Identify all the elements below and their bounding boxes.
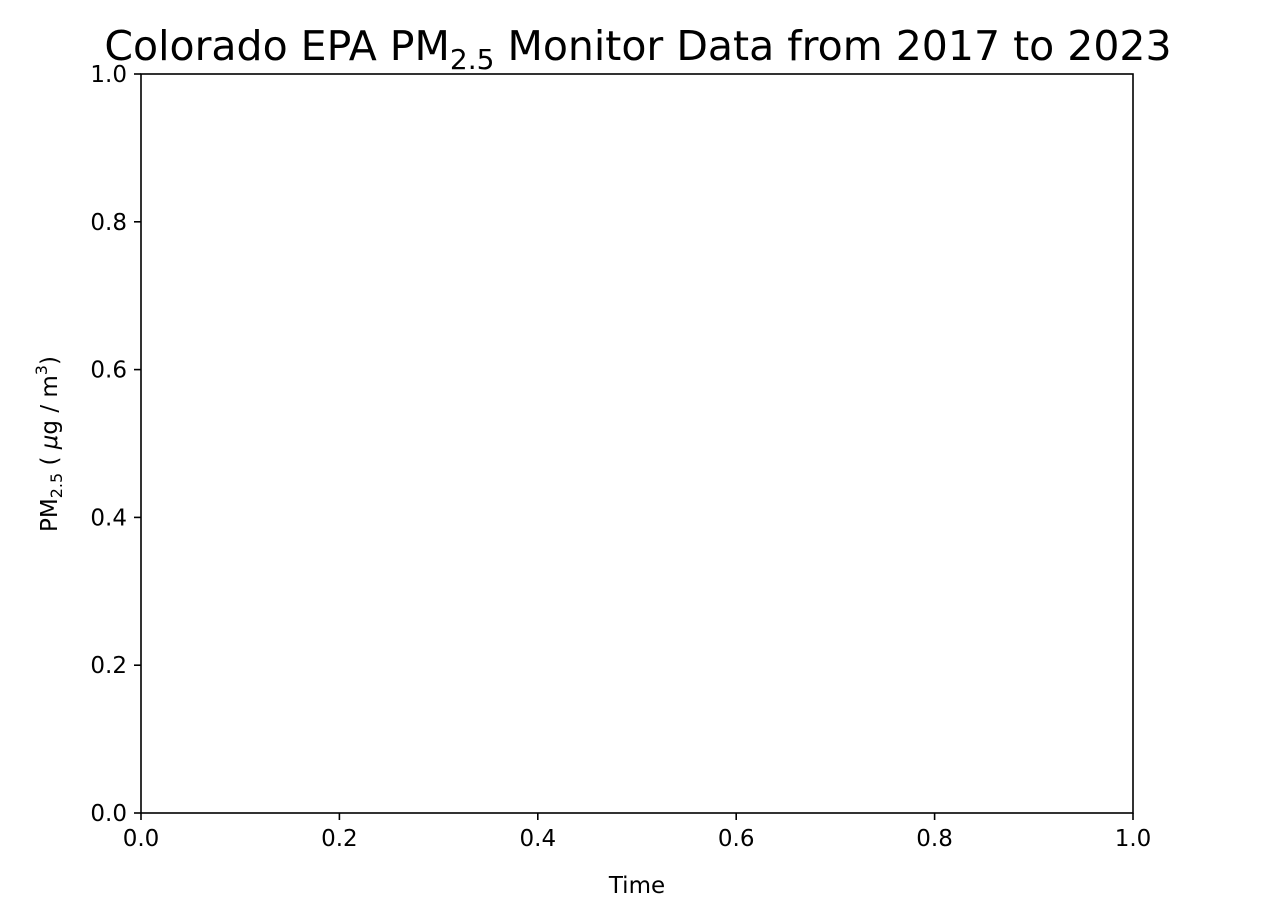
chart-title-suffix: Monitor Data from 2017 to 2023: [494, 22, 1171, 70]
y-tick-label: 0.2: [90, 653, 127, 679]
x-tick-label: 1.0: [1115, 826, 1152, 852]
x-tick-label: 0.4: [520, 826, 557, 852]
y-axis-label-superscript: 3: [32, 365, 51, 375]
x-axis-label: Time: [608, 873, 665, 899]
chart-title-subscript: 2.5: [450, 43, 495, 76]
y-axis-label-middle: (: [37, 449, 63, 473]
x-tick-label: 0.6: [718, 826, 755, 852]
x-tick-label: 0.0: [123, 826, 160, 852]
y-tick-label: 0.8: [90, 210, 127, 236]
y-tick-label: 1.0: [90, 62, 127, 88]
y-tick-label: 0.0: [90, 801, 127, 827]
chart-title-prefix: Colorado EPA PM: [104, 22, 450, 70]
y-axis-label-suffix: ): [37, 356, 63, 365]
y-axis-label: PM2.5 ( μg / m3): [32, 356, 66, 532]
plot-area: [140, 73, 1134, 814]
y-tick-label: 0.6: [90, 358, 127, 384]
y-tick-label: 0.4: [90, 505, 127, 531]
y-axis-label-unit: g / m: [37, 375, 63, 434]
y-axis-ticks: 0.0 0.2 0.4 0.6 0.8 1.0: [90, 62, 141, 827]
chart-title: Colorado EPA PM2.5 Monitor Data from 201…: [104, 22, 1171, 76]
y-axis-label-subscript: 2.5: [47, 473, 66, 498]
y-axis-label-mu: μ: [37, 435, 63, 451]
x-tick-label: 0.8: [916, 826, 953, 852]
x-tick-label: 0.2: [321, 826, 358, 852]
y-axis-label-prefix: PM: [37, 498, 63, 532]
x-axis-ticks: 0.0 0.2 0.4 0.6 0.8 1.0: [123, 813, 1152, 852]
